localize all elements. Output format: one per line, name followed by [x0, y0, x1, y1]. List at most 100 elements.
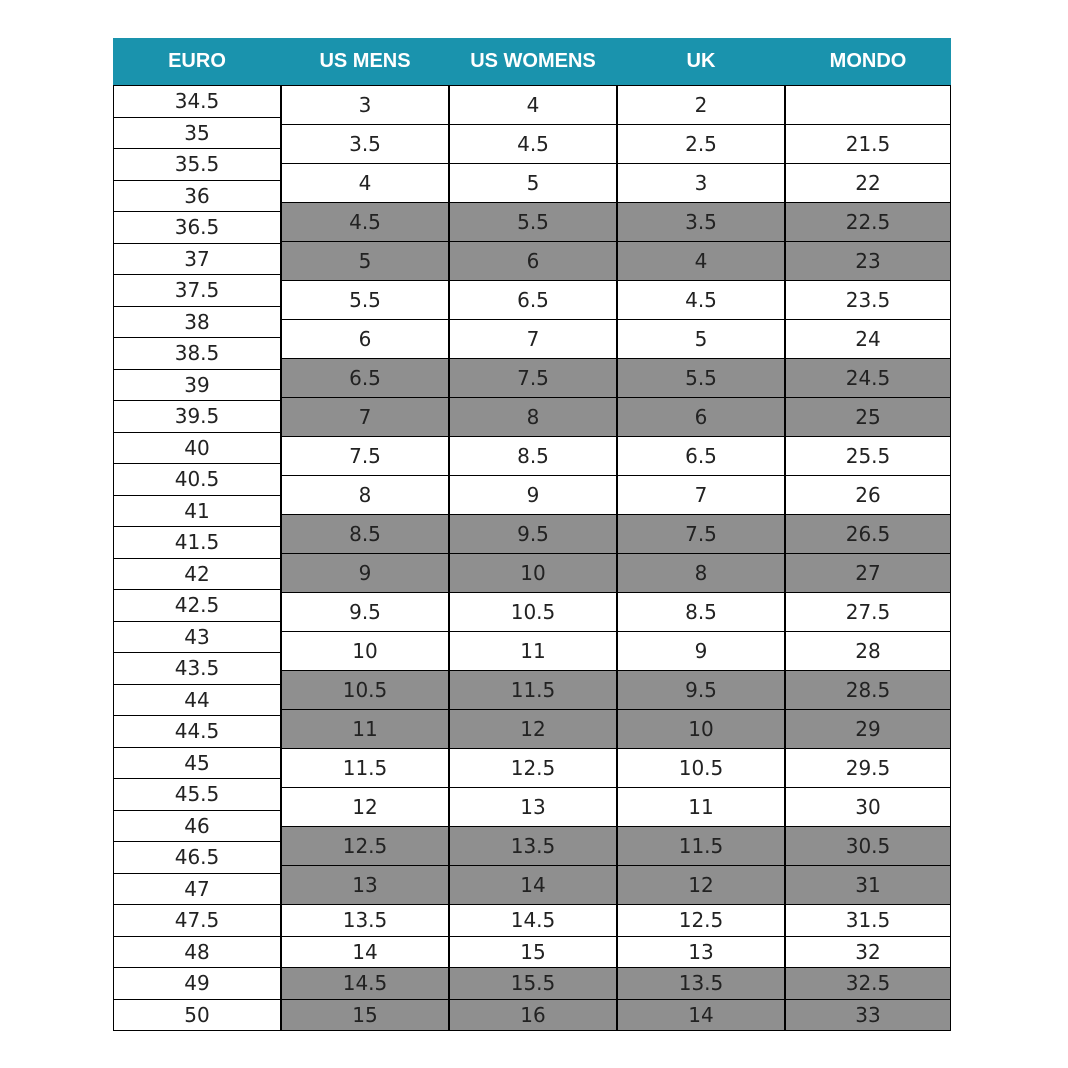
- size-cell: 28: [785, 631, 951, 671]
- size-cell: 3: [617, 163, 785, 203]
- size-cell: 25: [785, 397, 951, 437]
- size-cell: 32.5: [785, 967, 951, 1000]
- size-cell: 14.5: [449, 904, 617, 937]
- size-cell: 11: [281, 709, 449, 749]
- size-cell: 8: [281, 475, 449, 515]
- size-cell: 22.5: [785, 202, 951, 242]
- size-cell: 6: [617, 397, 785, 437]
- size-cell: 7.5: [281, 436, 449, 476]
- size-cell: 23: [785, 241, 951, 281]
- euro-cell: 39: [113, 368, 281, 401]
- size-cell: 28.5: [785, 670, 951, 710]
- size-cell: 12: [449, 709, 617, 749]
- size-cell: 10: [281, 631, 449, 671]
- size-cell: 30.5: [785, 826, 951, 866]
- euro-cell: 47: [113, 872, 281, 905]
- size-cell: 15.5: [449, 967, 617, 1000]
- size-cell: 14.5: [281, 967, 449, 1000]
- size-cell: 8: [617, 553, 785, 593]
- euro-cell: 45: [113, 746, 281, 779]
- size-cell: 3.5: [617, 202, 785, 242]
- size-cell: 10: [617, 709, 785, 749]
- euro-cell: 41.5: [113, 526, 281, 559]
- euro-cell: 44: [113, 683, 281, 716]
- size-cell: 4: [617, 241, 785, 281]
- size-cell: 13: [281, 865, 449, 905]
- size-cell: 10: [449, 553, 617, 593]
- size-cell: 15: [281, 998, 449, 1031]
- euro-cell: 36.5: [113, 211, 281, 244]
- size-cell: 5: [617, 319, 785, 359]
- size-cell: 24.5: [785, 358, 951, 398]
- header-bar: [113, 38, 951, 85]
- column-header: MONDO: [829, 50, 907, 72]
- size-cell: 11.5: [617, 826, 785, 866]
- size-cell: 4.5: [617, 280, 785, 320]
- size-cell: 29.5: [785, 748, 951, 788]
- size-cell: 4: [449, 85, 617, 125]
- euro-cell: 41: [113, 494, 281, 527]
- euro-cell: 35: [113, 116, 281, 149]
- size-cell: 11: [449, 631, 617, 671]
- size-cell: 27.5: [785, 592, 951, 632]
- size-cell: 8.5: [617, 592, 785, 632]
- size-cell: 25.5: [785, 436, 951, 476]
- euro-cell: 39.5: [113, 400, 281, 433]
- size-cell: 5.5: [449, 202, 617, 242]
- euro-cell: 37.5: [113, 274, 281, 307]
- size-cell: 32: [785, 935, 951, 968]
- size-cell: 8.5: [449, 436, 617, 476]
- size-cell: 6.5: [617, 436, 785, 476]
- size-cell: 13: [449, 787, 617, 827]
- euro-cell: 47.5: [113, 904, 281, 937]
- size-cell: 29: [785, 709, 951, 749]
- size-cell: 9.5: [617, 670, 785, 710]
- size-cell: 15: [449, 935, 617, 968]
- size-cell: 7.5: [449, 358, 617, 398]
- size-cell: 9.5: [281, 592, 449, 632]
- size-cell: 4.5: [281, 202, 449, 242]
- size-cell: 12: [281, 787, 449, 827]
- column-header: EURO: [168, 50, 226, 72]
- size-cell: 7: [449, 319, 617, 359]
- size-cell: 31: [785, 865, 951, 905]
- column-header: US MENS: [319, 50, 411, 72]
- size-cell: 12.5: [281, 826, 449, 866]
- euro-cell: 40.5: [113, 463, 281, 496]
- size-cell: 9: [617, 631, 785, 671]
- size-cell: 13.5: [449, 826, 617, 866]
- euro-cell: 42: [113, 557, 281, 590]
- euro-cell: 46: [113, 809, 281, 842]
- euro-cell: 50: [113, 998, 281, 1031]
- size-cell: 7: [617, 475, 785, 515]
- size-cell: 31.5: [785, 904, 951, 937]
- size-cell: 2.5: [617, 124, 785, 164]
- size-cell: 12: [617, 865, 785, 905]
- size-cell: 14: [617, 998, 785, 1031]
- euro-cell: 38.5: [113, 337, 281, 370]
- size-cell: 21.5: [785, 124, 951, 164]
- size-cell: 13: [617, 935, 785, 968]
- euro-cell: 34.5: [113, 85, 281, 118]
- size-cell: 2: [617, 85, 785, 125]
- size-cell: 10.5: [617, 748, 785, 788]
- column-header: UK: [686, 50, 716, 72]
- size-cell: 13.5: [281, 904, 449, 937]
- size-cell: 27: [785, 553, 951, 593]
- size-cell: 33: [785, 998, 951, 1031]
- size-cell: 6: [281, 319, 449, 359]
- size-cell: 11.5: [281, 748, 449, 788]
- size-cell: 8: [449, 397, 617, 437]
- euro-cell: 40: [113, 431, 281, 464]
- size-cell: 10.5: [449, 592, 617, 632]
- size-cell: 10.5: [281, 670, 449, 710]
- size-cell: 30: [785, 787, 951, 827]
- euro-cell: 49: [113, 967, 281, 1000]
- size-cell: 12.5: [449, 748, 617, 788]
- size-cell: 9: [281, 553, 449, 593]
- size-cell: 5: [449, 163, 617, 203]
- size-cell: 24: [785, 319, 951, 359]
- euro-cell: 46.5: [113, 841, 281, 874]
- euro-cell: 36: [113, 179, 281, 212]
